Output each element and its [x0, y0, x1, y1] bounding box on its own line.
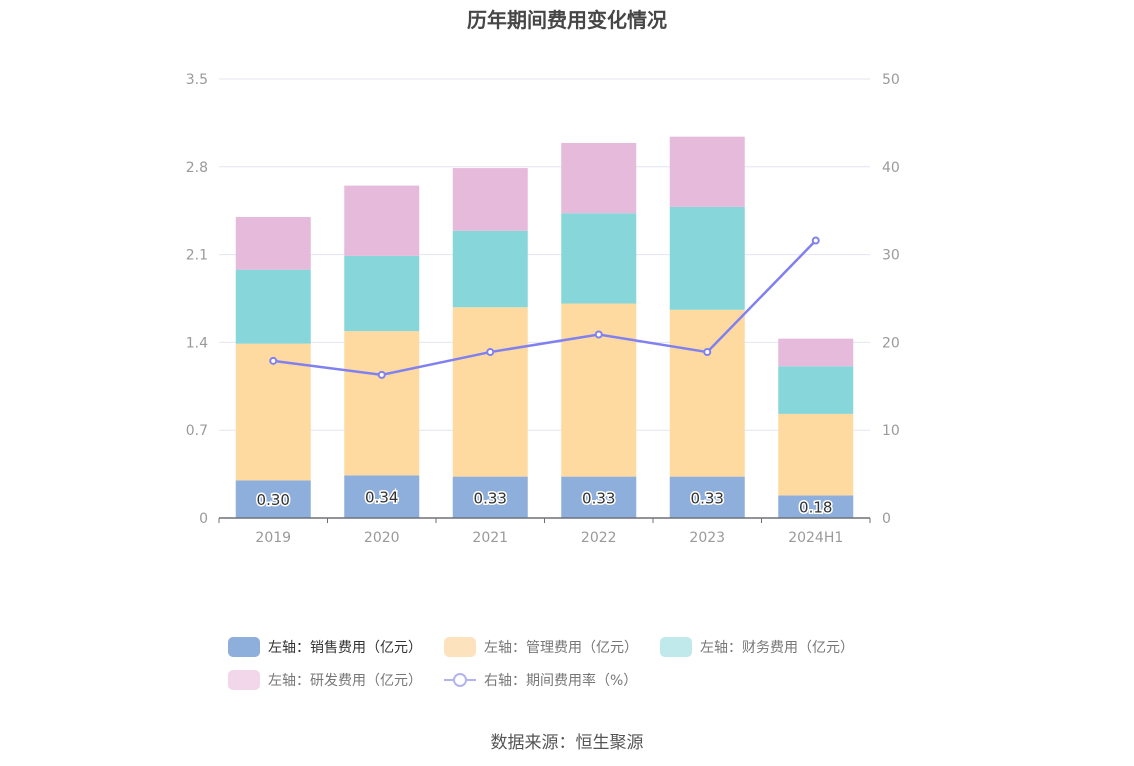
- legend-label: 左轴：研发费用（亿元）: [268, 672, 422, 689]
- legend-label: 左轴：销售费用（亿元）: [268, 639, 422, 656]
- left-axis-tick-label: 1.4: [186, 335, 208, 351]
- bar-segment: [452, 476, 528, 518]
- bar-segment: [344, 185, 420, 256]
- legend-item[interactable]: 右轴：期间费用率（%）: [444, 670, 637, 690]
- bar-segment: [778, 366, 854, 414]
- x-axis-tick-label: 2019: [255, 530, 291, 546]
- bar-data-label: 0.33: [582, 489, 615, 507]
- right-axis-tick-label: 10: [882, 423, 900, 439]
- legend-row: 左轴：研发费用（亿元） 右轴：期间费用率（%）: [228, 663, 928, 696]
- bar-data-label: 0.34: [365, 489, 398, 507]
- legend-line-marker: [444, 670, 476, 690]
- rate-point: [594, 330, 603, 339]
- data-labels: 0.30 0.34 0.33 0.33 0.33 0.18: [255, 487, 834, 518]
- left-axis-tick-label: 3.5: [186, 72, 208, 88]
- legend-item[interactable]: 左轴：财务费用（亿元）: [660, 636, 854, 657]
- right-axis-tick-label: 0: [882, 511, 891, 527]
- left-axis-tick-label: 0.7: [186, 423, 208, 439]
- rate-point: [703, 348, 712, 357]
- grid-lines: [219, 78, 870, 431]
- source-note: 数据来源：恒生聚源: [490, 733, 644, 753]
- bar-segment: [561, 142, 637, 214]
- left-axis-tick-label: 2.8: [186, 160, 208, 176]
- axes: 0 0.7 1.4 2.1 2.8 3.5 0 10 20 30 40 50 2019 2020 2021 2…: [186, 72, 900, 546]
- rate-point: [811, 236, 820, 245]
- bar-segment: [669, 476, 745, 518]
- bar-segment: [561, 476, 637, 518]
- bar-segment: [344, 255, 420, 332]
- bar-series: [235, 136, 854, 518]
- bar-data-label: 0.33: [691, 489, 724, 507]
- bar-segment: [235, 480, 311, 518]
- rate-point: [486, 348, 495, 357]
- bar-segment: [669, 309, 745, 477]
- bar-segment: [235, 269, 311, 344]
- bar-segment: [778, 338, 854, 367]
- x-axis-tick-label: 2021: [472, 530, 508, 546]
- bar-segment: [344, 331, 420, 476]
- right-axis-tick-label: 40: [882, 160, 900, 176]
- chart-canvas: 0.30 0.34 0.33 0.33 0.33 0.18 0 0.7 1.4 2.1 2.8 3.…: [186, 72, 900, 546]
- x-axis-tick-label: 2024H1: [788, 530, 843, 546]
- legend-swatch: [444, 636, 476, 657]
- bar-segment: [778, 413, 854, 496]
- bar-segment: [235, 216, 311, 270]
- bar-data-label: 0.33: [474, 489, 507, 507]
- x-axis-tick-label: 2022: [581, 530, 617, 546]
- legend-label: 右轴：期间费用率（%）: [484, 672, 638, 689]
- bar-segment: [452, 230, 528, 308]
- legend-item[interactable]: 左轴：管理费用（亿元）: [444, 636, 638, 657]
- legend-label: 左轴：财务费用（亿元）: [700, 639, 854, 656]
- left-axis-tick-label: 0: [199, 511, 208, 527]
- right-axis-tick-label: 50: [882, 72, 900, 88]
- rate-line: [273, 239, 817, 377]
- bar-segment: [669, 136, 745, 207]
- x-axis-tick-label: 2020: [364, 530, 400, 546]
- bar-segment: [561, 303, 637, 477]
- legend-item[interactable]: 左轴：研发费用（亿元）: [228, 669, 422, 690]
- legend-swatch: [228, 636, 260, 657]
- right-axis-tick-label: 30: [882, 248, 900, 264]
- rate-line-series: [269, 236, 820, 379]
- legend-swatch: [660, 636, 692, 657]
- rate-point: [377, 370, 386, 379]
- bar-segment: [452, 168, 528, 231]
- x-axis-tick-label: 2023: [689, 530, 725, 546]
- legend-label: 左轴：管理费用（亿元）: [484, 639, 638, 656]
- legend-row: 左轴：销售费用（亿元） 左轴：管理费用（亿元） 左轴：财务费用（亿元）: [228, 630, 928, 663]
- bar-segment: [778, 495, 854, 518]
- bar-data-label: 0.18: [799, 499, 832, 517]
- legend: 左轴：销售费用（亿元） 左轴：管理费用（亿元） 左轴：财务费用（亿元） 左轴：研发费…: [228, 630, 928, 696]
- bar-segment: [452, 307, 528, 477]
- right-axis-tick-label: 20: [882, 335, 900, 351]
- left-axis-tick-label: 2.1: [186, 248, 208, 264]
- rate-point: [269, 356, 278, 365]
- legend-swatch: [228, 669, 260, 690]
- bar-segment: [561, 213, 637, 304]
- legend-item[interactable]: 左轴：销售费用（亿元）: [228, 636, 422, 657]
- bar-segment: [669, 206, 745, 310]
- bar-data-label: 0.30: [257, 491, 290, 509]
- bar-segment: [235, 343, 311, 481]
- bar-segment: [344, 475, 420, 518]
- chart-title: 历年期间费用变化情况: [467, 8, 667, 32]
